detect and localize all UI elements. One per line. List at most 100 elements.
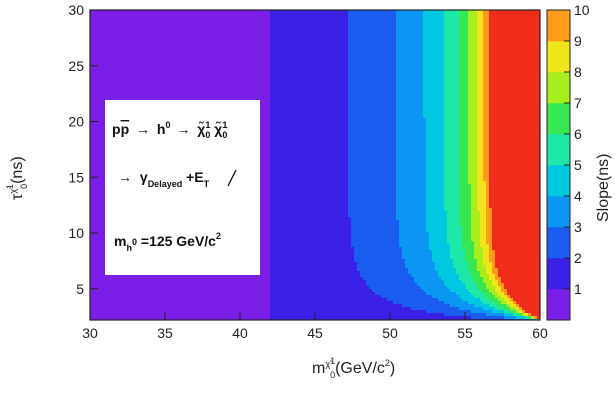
heatmap-cell [147,31,151,35]
heatmap-cell [90,295,94,299]
heatmap-cell [99,85,103,89]
heatmap-cell [210,289,214,293]
heatmap-cell [111,292,115,296]
heatmap-cell [228,274,232,278]
heatmap-cell [123,313,127,317]
heatmap-cell [153,76,157,80]
heatmap-cell [219,97,223,101]
heatmap-cell [102,112,106,116]
heatmap-cell [129,19,133,23]
heatmap-cell [105,280,109,284]
heatmap-cell [150,49,154,53]
heatmap-cell [153,316,157,320]
heatmap-cell [168,46,172,50]
heatmap-cell [213,82,217,86]
heatmap-cell [114,19,118,23]
heatmap-cell [96,169,100,173]
heatmap-cell [222,301,226,305]
heatmap-cell [90,298,94,302]
heatmap-cell [186,277,190,281]
heatmap-cell [138,31,142,35]
heatmap-cell [96,76,100,80]
heatmap-cell [177,307,181,311]
heatmap-cell [93,199,97,203]
heatmap-cell [90,37,94,41]
heatmap-cell [204,13,208,17]
heatmap-cell [99,76,103,80]
heatmap-cell [90,67,94,71]
heatmap-cell [117,52,121,56]
heatmap-cell [147,97,151,101]
heatmap-cell [96,220,100,224]
heatmap-cell [111,61,115,65]
heatmap-cell [90,196,94,200]
heatmap-cell [213,73,217,77]
heatmap-cell [111,310,115,314]
heatmap-cell [213,70,217,74]
heatmap-cell [204,64,208,68]
heatmap-cell [159,85,163,89]
heatmap-cell [150,97,154,101]
heatmap-cell [186,16,190,20]
heatmap-cell [183,307,187,311]
heatmap-cell [141,292,145,296]
heatmap-cell [153,286,157,290]
heatmap-cell [213,298,217,302]
heatmap-cell [201,277,205,281]
heatmap-cell [132,301,136,305]
heatmap-cell [102,145,106,149]
heatmap-cell [198,88,202,92]
heatmap-cell [225,22,229,26]
heatmap-cell [150,286,154,290]
heatmap-cell [144,94,148,98]
heatmap-cell [153,280,157,284]
heatmap-cell [210,316,214,320]
heatmap-cell [108,43,112,47]
heatmap-cell [93,43,97,47]
heatmap-cell [96,37,100,41]
heatmap-cell [186,34,190,38]
heatmap-cell [132,298,136,302]
heatmap-cell [153,49,157,53]
heatmap-cell [219,52,223,56]
heatmap-cell [99,250,103,254]
heatmap-cell [171,13,175,17]
heatmap-cell [138,70,142,74]
heatmap-cell [162,13,166,17]
heatmap-cell [102,130,106,134]
heatmap-cell [123,274,127,278]
heatmap-cell [102,301,106,305]
heatmap-cell [135,34,139,38]
heatmap-cell [105,10,109,14]
heatmap-cell [111,289,115,293]
heatmap-cell [219,28,223,32]
heatmap-cell [177,301,181,305]
heatmap-cell [105,97,109,101]
heatmap-cell [159,64,163,68]
heatmap-cell [114,34,118,38]
heatmap-cell [156,94,160,98]
heatmap-cell [225,43,229,47]
heatmap-cell [162,61,166,65]
heatmap-cell [102,85,106,89]
heatmap-cell [108,67,112,71]
heatmap-cell [159,292,163,296]
heatmap-cell [123,37,127,41]
heatmap-cell [117,34,121,38]
heatmap-cell [231,97,235,101]
heatmap-cell [219,67,223,71]
heatmap-cell [99,184,103,188]
heatmap-cell [171,28,175,32]
heatmap-cell [180,13,184,17]
heatmap-cell [159,91,163,95]
heatmap-cell [174,73,178,77]
heatmap-cell [120,61,124,65]
heatmap-cell [132,280,136,284]
heatmap-cell [129,73,133,77]
heatmap-cell [153,85,157,89]
heatmap-cell [198,40,202,44]
heatmap-cell [120,304,124,308]
heatmap-cell [192,85,196,89]
heatmap-cell [228,16,232,20]
heatmap-cell [225,307,229,311]
